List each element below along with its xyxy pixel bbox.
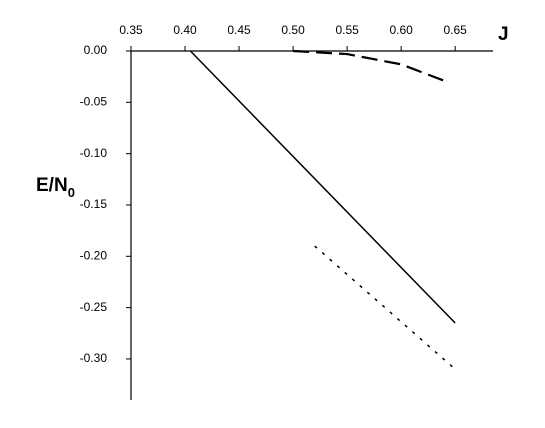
x-tick-label: 0.40 <box>173 23 197 37</box>
y-tick-label: -0.30 <box>80 351 108 365</box>
x-tick-label: 0.50 <box>281 23 305 37</box>
y-tick-label: -0.15 <box>80 197 108 211</box>
y-tick-label: -0.25 <box>80 300 108 314</box>
x-tick-label: 0.35 <box>119 23 143 37</box>
y-axis-label-main: E/N <box>36 175 68 196</box>
y-tick-label: -0.20 <box>80 248 108 262</box>
x-tick-label: 0.60 <box>389 23 413 37</box>
x-tick-label: 0.55 <box>335 23 359 37</box>
x-axis-label: J <box>498 24 509 45</box>
y-axis-label: E/N0 <box>36 175 75 200</box>
series-line <box>189 50 456 324</box>
series-line <box>293 49 445 82</box>
y-tick-label: -0.05 <box>80 94 108 108</box>
y-axis-label-subscript: 0 <box>68 185 75 200</box>
x-tick-label: 0.45 <box>227 23 251 37</box>
y-tick-label: -0.10 <box>80 146 108 160</box>
series-line <box>314 245 456 370</box>
x-tick-label: 0.65 <box>443 23 467 37</box>
y-tick-label: 0.00 <box>84 43 108 57</box>
